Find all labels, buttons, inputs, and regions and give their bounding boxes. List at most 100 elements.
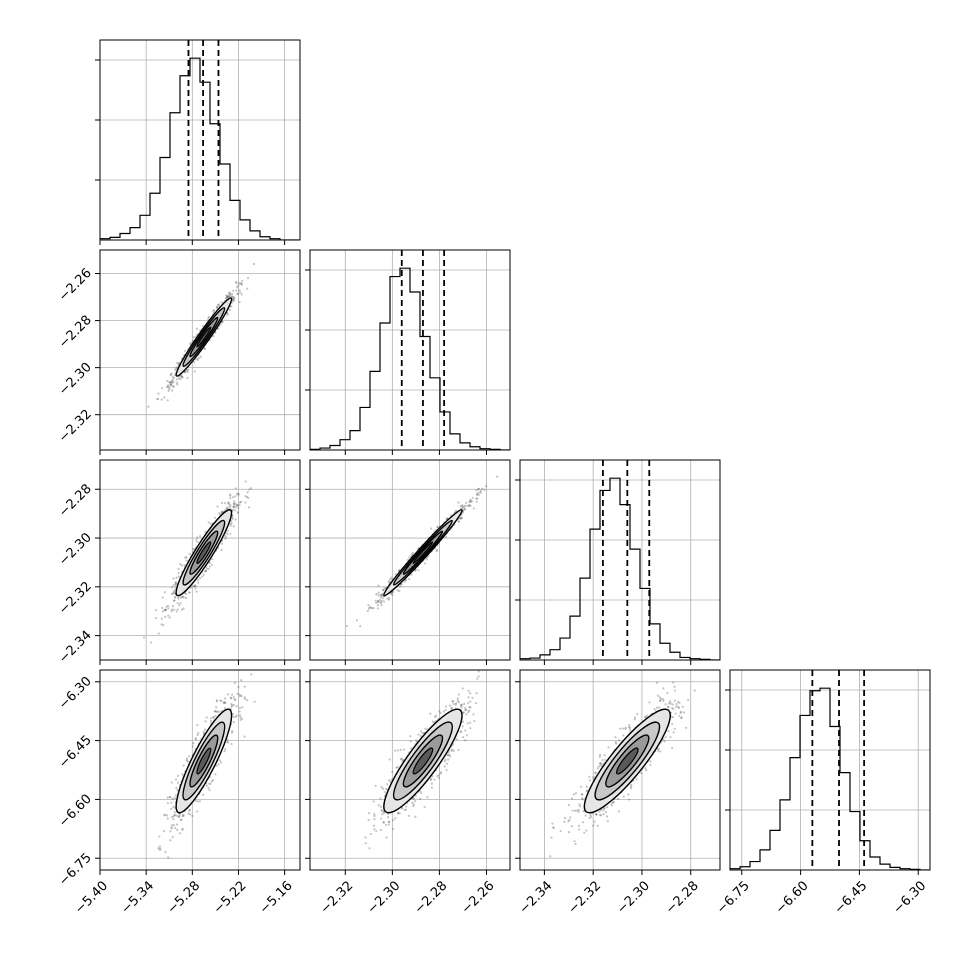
scatter-point: [469, 499, 472, 503]
y-tick-label: −2.30: [56, 530, 95, 569]
scatter-point: [461, 506, 464, 509]
scatter-point: [235, 289, 238, 292]
scatter-point: [174, 596, 177, 599]
scatter-point: [196, 810, 199, 813]
scatter-point: [239, 716, 242, 719]
scatter-point: [229, 696, 233, 699]
scatter-point: [188, 755, 191, 758]
scatter-point: [175, 814, 178, 817]
scatter-point: [227, 503, 231, 506]
scatter-point: [179, 818, 183, 821]
scatter-point: [376, 600, 380, 604]
scatter-point: [381, 597, 384, 600]
scatter-point: [429, 778, 433, 782]
scatter-point: [236, 492, 239, 495]
scatter-point: [240, 282, 243, 285]
scatter-point: [380, 786, 383, 789]
scatter-point: [158, 845, 162, 848]
scatter-point: [231, 295, 234, 298]
scatter-point: [682, 711, 686, 714]
scatter-point: [450, 748, 454, 751]
scatter-point: [212, 334, 215, 338]
panel-1-0: −2.32−2.30−2.28−2.26: [56, 249, 301, 455]
scatter-point: [185, 556, 188, 559]
scatter-point: [391, 593, 394, 596]
scatter-point: [387, 598, 391, 601]
scatter-point: [664, 736, 667, 739]
scatter-point: [372, 606, 375, 610]
scatter-point: [472, 713, 475, 716]
scatter-point: [250, 673, 253, 676]
scatter-point: [366, 609, 369, 613]
scatter-point: [244, 501, 247, 504]
scatter-point: [195, 590, 198, 593]
scatter-point: [425, 558, 428, 561]
scatter-point: [212, 716, 215, 719]
scatter-point: [466, 504, 469, 508]
scatter-point: [238, 706, 242, 710]
scatter-point: [193, 585, 196, 588]
scatter-point: [171, 389, 174, 392]
scatter-point: [180, 375, 183, 378]
scatter-point: [454, 703, 457, 706]
scatter-point: [376, 604, 379, 607]
scatter-point: [459, 516, 462, 520]
scatter-point: [619, 727, 622, 730]
panel-frame: [99, 669, 301, 871]
scatter-point: [165, 385, 169, 389]
scatter-point: [551, 826, 555, 829]
panel-2-2: [515, 459, 721, 665]
scatter-point: [236, 292, 239, 296]
scatter-point: [198, 800, 202, 803]
scatter-point: [459, 704, 463, 707]
scatter-point: [232, 502, 236, 505]
scatter-point: [384, 787, 388, 791]
scatter-point: [369, 832, 372, 835]
scatter-point: [383, 587, 386, 590]
scatter-point: [457, 748, 460, 752]
scatter-point: [444, 705, 448, 708]
scatter-point: [380, 599, 384, 603]
scatter-point: [241, 279, 244, 283]
scatter-point: [177, 362, 180, 365]
scatter-point: [188, 813, 192, 816]
scatter-point: [188, 591, 191, 594]
scatter-point: [174, 581, 178, 584]
scatter-point: [169, 383, 172, 386]
scatter-point: [162, 829, 165, 833]
scatter-point: [168, 380, 171, 384]
scatter-point: [189, 342, 192, 345]
scatter-point: [226, 295, 229, 299]
scatter-point: [226, 693, 230, 696]
scatter-point: [223, 697, 227, 700]
panel-2-0: −2.34−2.32−2.30−2.28: [56, 459, 301, 667]
scatter-point: [403, 580, 406, 583]
scatter-point: [205, 567, 209, 570]
scatter-point: [237, 284, 240, 287]
scatter-point: [209, 719, 213, 723]
scatter-point: [245, 495, 249, 499]
scatter-point: [169, 381, 172, 384]
scatter-point: [455, 738, 458, 741]
scatter-point: [232, 504, 236, 507]
scatter-point: [446, 517, 449, 520]
scatter-point: [235, 504, 238, 507]
scatter-point: [168, 795, 172, 799]
scatter-point: [231, 298, 235, 301]
scatter-point: [424, 727, 427, 730]
scatter-point: [163, 396, 166, 399]
scatter-point: [676, 700, 680, 704]
scatter-point: [221, 510, 224, 513]
scatter-point: [193, 370, 196, 373]
scatter-point: [191, 547, 194, 551]
scatter-point: [231, 704, 234, 707]
scatter-point: [247, 496, 250, 500]
panel-frame: [99, 39, 301, 241]
scatter-point: [469, 498, 472, 501]
scatter-point: [197, 731, 200, 735]
scatter-point: [415, 739, 418, 742]
scatter-point: [387, 580, 390, 583]
scatter-point: [171, 376, 174, 379]
scatter-point: [161, 606, 164, 610]
